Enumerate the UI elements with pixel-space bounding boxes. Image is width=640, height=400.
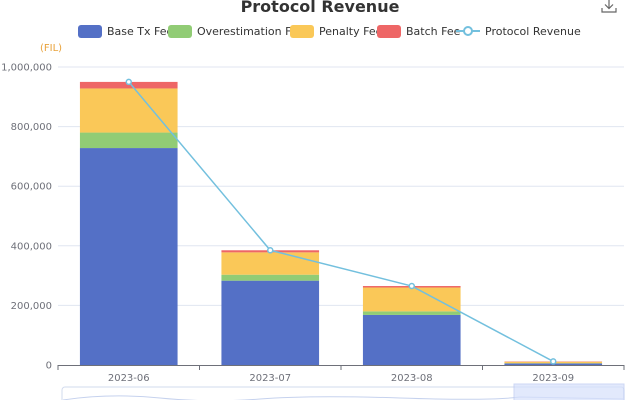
bar-batch-fee-2023-06[interactable] — [79, 81, 178, 89]
x-tick-label: 2023-06 — [108, 373, 150, 384]
line-protocol-revenue — [128, 81, 554, 363]
x-tick-label: 2023-07 — [249, 373, 291, 384]
chart-title: Protocol Revenue — [240, 0, 400, 16]
bar-overestimation-fee-2023-06[interactable] — [79, 132, 178, 149]
y-tick-label: 0 — [46, 361, 52, 372]
download-icon[interactable] — [600, 0, 618, 14]
legend-item-base-tx-fee[interactable]: Base Tx Fee — [78, 22, 173, 40]
y-tick-label: 1,000,000 — [1, 63, 52, 74]
bar-overestimation-fee-2023-08[interactable] — [362, 311, 461, 315]
y-tick-label: 600,000 — [11, 182, 52, 193]
legend-item-overestimation-fee[interactable]: Overestimation Fee — [168, 22, 304, 40]
legend-label: Overestimation Fee — [197, 24, 305, 38]
bar-base-tx-fee-2023-08[interactable] — [362, 314, 461, 365]
legend-label: Batch Fee — [406, 24, 461, 38]
y-tick-label: 800,000 — [11, 122, 52, 133]
legend-item-penalty-fee[interactable]: Penalty Fee — [290, 22, 382, 40]
legend-label: Penalty Fee — [319, 24, 383, 38]
bar-base-tx-fee-2023-06[interactable] — [79, 148, 178, 365]
line-point-2023-09[interactable] — [550, 358, 557, 365]
bar-overestimation-fee-2023-07[interactable] — [221, 274, 320, 281]
bar-penalty-fee-2023-06[interactable] — [79, 88, 178, 133]
legend-line-swatch — [456, 26, 480, 36]
legend-label: Protocol Revenue — [485, 24, 581, 38]
line-point-2023-07[interactable] — [267, 247, 274, 254]
legend-swatch — [78, 24, 102, 38]
bar-penalty-fee-2023-07[interactable] — [221, 252, 320, 275]
legend-swatch — [168, 24, 192, 38]
x-tick-label: 2023-09 — [532, 373, 574, 384]
bar-base-tx-fee-2023-07[interactable] — [221, 280, 320, 365]
legend-swatch — [377, 24, 401, 38]
legend-swatch — [290, 24, 314, 38]
bar-penalty-fee-2023-08[interactable] — [362, 287, 461, 312]
legend-label: Base Tx Fee — [107, 24, 174, 38]
legend-item-batch-fee[interactable]: Batch Fee — [377, 22, 460, 40]
y-tick-label: 400,000 — [11, 241, 52, 252]
line-point-2023-08[interactable] — [408, 282, 415, 290]
data-zoom-window[interactable] — [513, 383, 625, 400]
line-point-2023-06[interactable] — [125, 78, 132, 86]
chart-legend: Base Tx Fee Overestimation Fee Penalty F… — [0, 22, 640, 40]
y-tick-label: 200,000 — [11, 301, 52, 312]
legend-item-protocol-revenue[interactable]: Protocol Revenue — [456, 22, 581, 40]
y-axis-unit: (FIL) — [40, 43, 63, 54]
data-zoom-preview — [62, 395, 624, 400]
x-tick-label: 2023-08 — [391, 373, 433, 384]
